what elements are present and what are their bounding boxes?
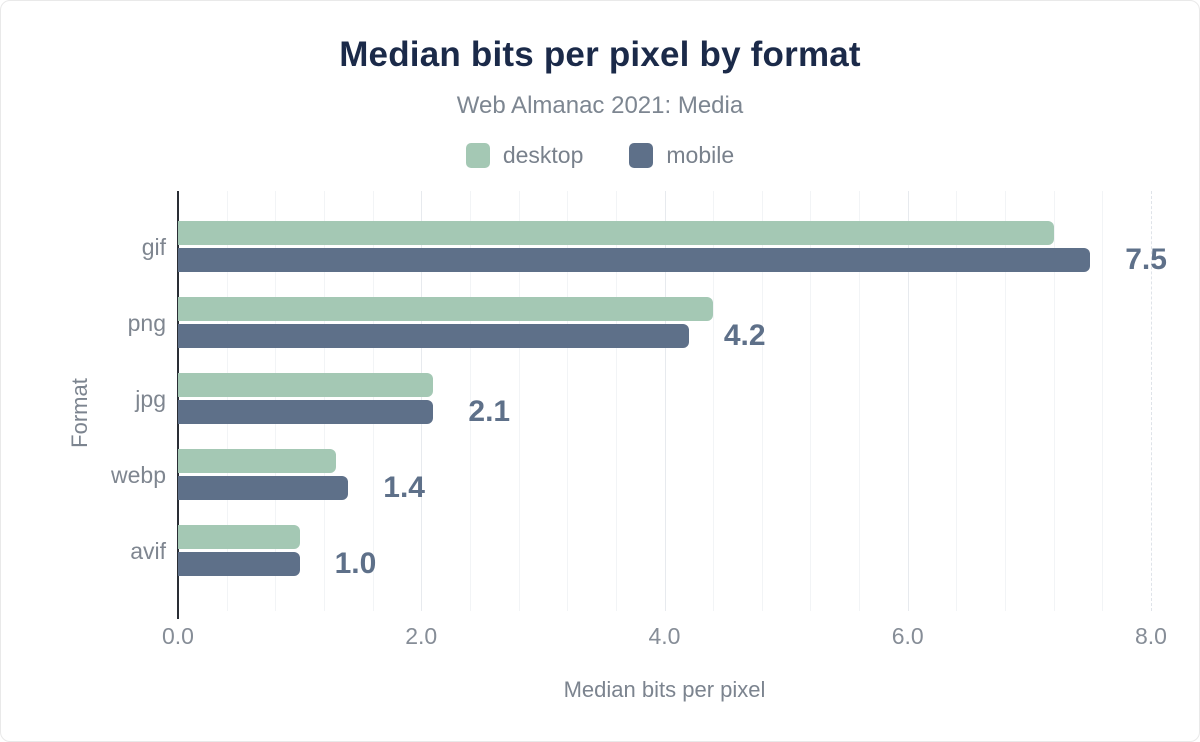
gridline-2.8 [518,191,520,611]
x-axis-title: Median bits per pixel [563,677,766,702]
gridline-8.0 [1151,191,1152,611]
bar-avif-mobile [178,552,300,576]
bar-gif-desktop [178,221,1054,245]
bar-jpg-mobile [178,400,434,424]
category-label-avif: avif [130,537,166,564]
legend-label-mobile: mobile [666,142,735,168]
x-tick-2.0: 2.0 [405,623,438,649]
gridline-3.6 [615,191,617,611]
category-label-gif: gif [141,233,166,260]
bar-webp-mobile [178,476,349,500]
gridline-3.2 [567,191,569,611]
gridline-4.0 [664,191,666,611]
value-label-jpg: 2.1 [468,395,511,428]
bar-png-desktop [178,297,714,321]
category-label-jpg: jpg [135,385,166,412]
value-label-avif: 1.0 [334,547,377,580]
gridline-5.6 [859,191,861,611]
bar-png-mobile [178,324,689,348]
gridline-6.8 [1005,191,1007,611]
gridline-2.4 [469,191,471,611]
value-label-webp: 1.4 [383,471,425,504]
legend: desktop mobile [1,142,1199,169]
category-label-webp: webp [111,461,166,488]
value-label-png: 4.2 [723,319,766,352]
x-tick-6.0: 6.0 [891,623,924,649]
value-label-gif: 7.5 [1125,243,1167,276]
legend-label-desktop: desktop [502,142,584,168]
plot-area: 7.5 4.2 2.1 1.4 1.0 [178,191,1167,611]
chart-subtitle: Web Almanac 2021: Media [456,92,744,119]
y-axis-title: Format [67,378,92,448]
gridline-7.2 [1053,191,1055,611]
gridline-6.0 [907,191,909,611]
gridline-7.6 [1102,191,1104,611]
legend-item-mobile: mobile [629,142,734,169]
x-tick-0.0: 0.0 [162,623,194,649]
gridline-4.8 [761,191,763,611]
bar-jpg-desktop [178,373,434,397]
legend-item-desktop: desktop [465,142,584,169]
chart-title: Median bits per pixel by format [339,35,861,74]
gridline-4.4 [713,191,715,611]
x-tick-4.0: 4.0 [648,623,681,649]
bar-webp-desktop [178,449,337,473]
gridline-6.4 [956,191,958,611]
x-tick-8.0: 8.0 [1135,623,1167,649]
gridline-5.2 [810,191,812,611]
bar-gif-mobile [178,248,1091,272]
legend-swatch-desktop [465,143,490,168]
legend-swatch-mobile [629,143,654,168]
category-label-png: png [127,309,166,336]
bar-avif-desktop [178,525,300,549]
